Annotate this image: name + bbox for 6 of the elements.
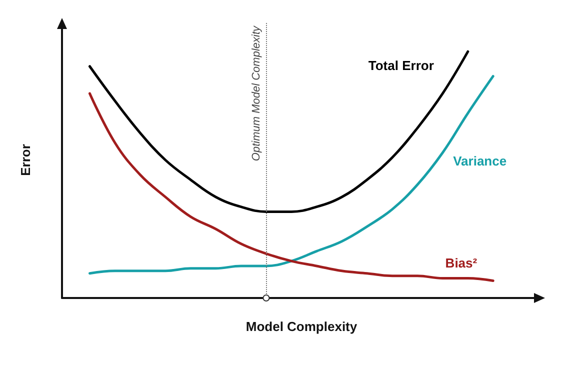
x-axis-title: Model Complexity xyxy=(246,319,358,334)
series-label: Variance xyxy=(453,154,507,169)
series-label: Bias² xyxy=(445,255,478,270)
y-axis-title: Error xyxy=(18,144,33,176)
series-label: Total Error xyxy=(368,58,434,74)
annotation: Optimum Model Complexity xyxy=(250,24,263,162)
